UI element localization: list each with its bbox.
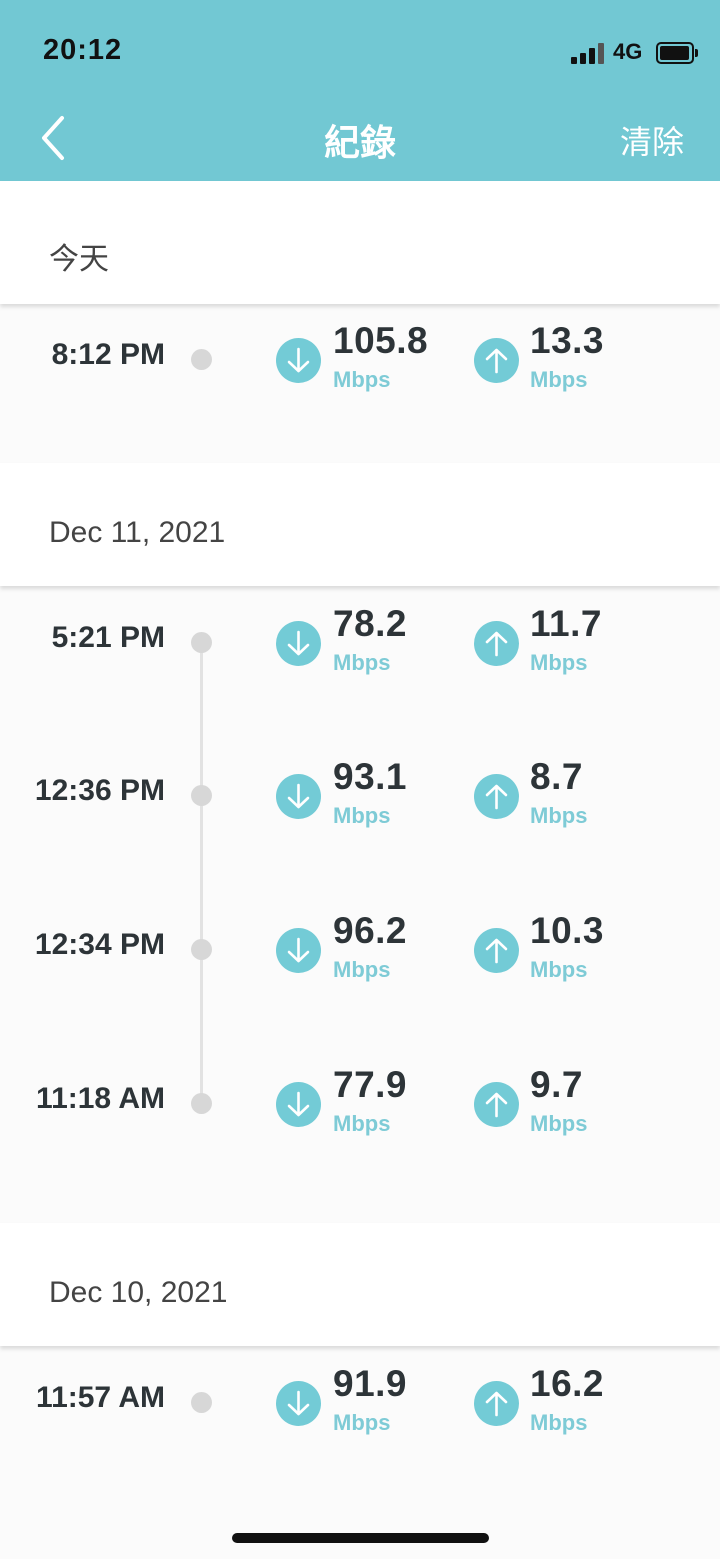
download-unit: Mbps	[333, 1410, 391, 1435]
download-arrow-icon	[276, 621, 321, 666]
upload-arrow-icon	[474, 774, 519, 819]
download-unit: Mbps	[333, 1111, 391, 1136]
download-speed: 96.2	[333, 910, 408, 951]
timeline-dot	[191, 1093, 212, 1114]
record-row[interactable]: 12:36 PM 93.1 Mbps 8.7 Mbps	[0, 756, 720, 836]
upload-unit: Mbps	[530, 650, 588, 675]
record-time: 11:57 AM	[36, 1381, 165, 1414]
section-header-today: 今天	[0, 181, 720, 304]
back-button[interactable]	[36, 112, 76, 164]
timeline-line	[200, 643, 203, 1104]
record-time: 5:21 PM	[51, 621, 165, 654]
download-arrow-icon	[276, 928, 321, 973]
download-speed: 105.8	[333, 320, 429, 361]
record-row[interactable]: 11:57 AM 91.9 Mbps 16.2 Mbps	[0, 1363, 720, 1443]
upload-arrow-icon	[474, 621, 519, 666]
record-row[interactable]: 5:21 PM 78.2 Mbps 11.7 Mbps	[0, 603, 720, 683]
section-label: Dec 11, 2021	[49, 516, 226, 549]
network-type: 4G	[613, 39, 643, 64]
download-arrow-icon	[276, 1381, 321, 1426]
timeline-dot	[191, 785, 212, 806]
upload-unit: Mbps	[530, 1111, 588, 1136]
status-time: 20:12	[43, 34, 123, 66]
download-speed: 78.2	[333, 603, 408, 644]
timeline-dot	[191, 1392, 212, 1413]
timeline-dot	[191, 632, 212, 653]
download-arrow-icon	[276, 774, 321, 819]
upload-speed: 11.7	[530, 603, 602, 644]
section-label: 今天	[49, 243, 109, 276]
section-label: Dec 10, 2021	[49, 1276, 228, 1309]
timeline-dot	[191, 349, 212, 370]
download-arrow-icon	[276, 338, 321, 383]
section-header-date: Dec 10, 2021	[0, 1223, 720, 1346]
record-time: 11:18 AM	[36, 1082, 165, 1115]
upload-speed: 9.7	[530, 1064, 583, 1105]
record-time: 8:12 PM	[51, 338, 165, 371]
upload-arrow-icon	[474, 338, 519, 383]
record-row[interactable]: 12:34 PM 96.2 Mbps 10.3 Mbps	[0, 910, 720, 990]
upload-speed: 13.3	[530, 320, 605, 361]
download-speed: 91.9	[333, 1363, 408, 1404]
download-unit: Mbps	[333, 650, 391, 675]
upload-arrow-icon	[474, 1381, 519, 1426]
upload-unit: Mbps	[530, 803, 588, 828]
download-unit: Mbps	[333, 803, 391, 828]
upload-speed: 10.3	[530, 910, 605, 951]
record-row[interactable]: 8:12 PM 105.8 Mbps 13.3 Mbps	[0, 320, 720, 400]
upload-unit: Mbps	[530, 367, 588, 392]
chevron-left-icon	[42, 116, 64, 160]
download-speed: 77.9	[333, 1064, 408, 1105]
download-speed: 93.1	[333, 756, 408, 797]
record-time: 12:36 PM	[34, 774, 165, 807]
clear-button[interactable]: 清除	[619, 124, 684, 160]
upload-speed: 8.7	[530, 756, 583, 797]
home-indicator[interactable]	[232, 1533, 489, 1543]
app-header: 20:12 4G 紀錄 清除	[0, 0, 720, 181]
timeline-dot	[191, 939, 212, 960]
download-unit: Mbps	[333, 957, 391, 982]
section-header-date: Dec 11, 2021	[0, 463, 720, 586]
page-title: 紀錄	[323, 122, 396, 163]
signal-strength-icon	[571, 42, 605, 64]
upload-unit: Mbps	[530, 957, 588, 982]
battery-icon	[656, 42, 698, 64]
upload-speed: 16.2	[530, 1363, 605, 1404]
record-row[interactable]: 11:18 AM 77.9 Mbps 9.7 Mbps	[0, 1064, 720, 1144]
download-arrow-icon	[276, 1082, 321, 1127]
upload-unit: Mbps	[530, 1410, 588, 1435]
download-unit: Mbps	[333, 367, 391, 392]
record-time: 12:34 PM	[34, 928, 165, 961]
upload-arrow-icon	[474, 1082, 519, 1127]
upload-arrow-icon	[474, 928, 519, 973]
